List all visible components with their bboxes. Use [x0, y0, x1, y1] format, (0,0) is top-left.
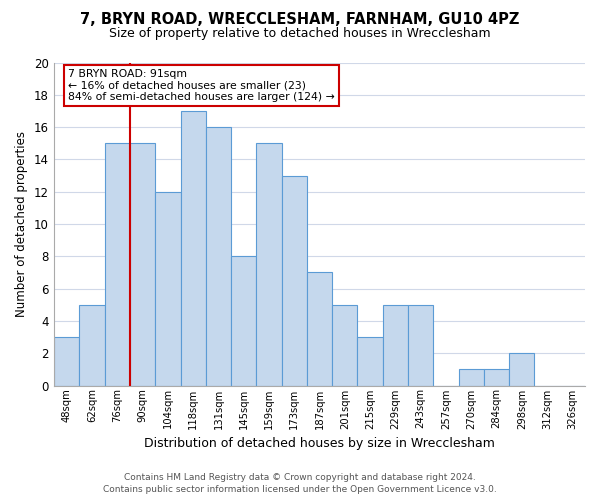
- Bar: [458, 370, 484, 386]
- Bar: [509, 353, 535, 386]
- Bar: [104, 144, 130, 386]
- X-axis label: Distribution of detached houses by size in Wrecclesham: Distribution of detached houses by size …: [144, 437, 495, 450]
- Bar: [79, 305, 104, 386]
- Bar: [130, 144, 155, 386]
- Bar: [256, 144, 281, 386]
- Bar: [332, 305, 358, 386]
- Text: 7 BRYN ROAD: 91sqm
← 16% of detached houses are smaller (23)
84% of semi-detache: 7 BRYN ROAD: 91sqm ← 16% of detached hou…: [68, 69, 335, 102]
- Bar: [281, 176, 307, 386]
- Bar: [181, 111, 206, 386]
- Bar: [54, 337, 79, 386]
- Bar: [484, 370, 509, 386]
- Bar: [206, 127, 231, 386]
- Bar: [307, 272, 332, 386]
- Text: 7, BRYN ROAD, WRECCLESHAM, FARNHAM, GU10 4PZ: 7, BRYN ROAD, WRECCLESHAM, FARNHAM, GU10…: [80, 12, 520, 28]
- Text: Contains HM Land Registry data © Crown copyright and database right 2024.
Contai: Contains HM Land Registry data © Crown c…: [103, 472, 497, 494]
- Bar: [155, 192, 181, 386]
- Y-axis label: Number of detached properties: Number of detached properties: [15, 131, 28, 317]
- Bar: [408, 305, 433, 386]
- Bar: [358, 337, 383, 386]
- Text: Size of property relative to detached houses in Wrecclesham: Size of property relative to detached ho…: [109, 28, 491, 40]
- Bar: [231, 256, 256, 386]
- Bar: [383, 305, 408, 386]
